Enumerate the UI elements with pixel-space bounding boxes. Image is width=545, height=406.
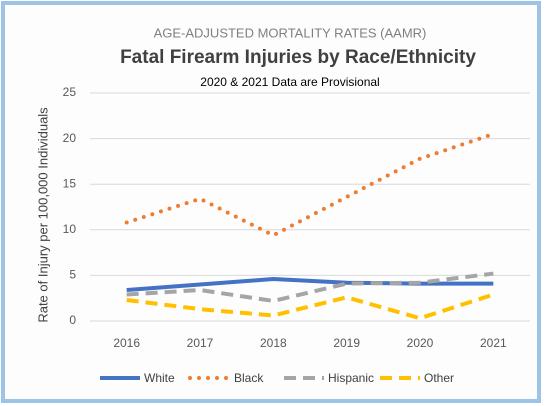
y-tick-label: 0	[69, 313, 76, 327]
x-tick-label: 2020	[407, 336, 434, 350]
y-tick-label: 10	[63, 222, 77, 236]
y-tick-label: 25	[63, 85, 77, 99]
x-tick-label: 2019	[333, 336, 360, 350]
y-tick-label: 15	[63, 176, 77, 190]
x-tick-label: 2017	[187, 336, 214, 350]
series-line	[124, 132, 496, 238]
legend-label: Black	[234, 371, 264, 385]
chart-title: Fatal Firearm Injuries by Race/Ethnicity	[120, 47, 476, 68]
series-line	[126, 271, 494, 303]
y-axis-label: Rate of Injury per 100,000 Individuals	[35, 107, 50, 323]
x-tick-label: 2021	[480, 336, 507, 350]
series-line	[126, 292, 494, 321]
x-tick-label: 2016	[113, 336, 140, 350]
legend-label: White	[144, 371, 175, 385]
chart-supertitle: AGE-ADJUSTED MORTALITY RATES (AAMR)	[154, 25, 427, 40]
legend-label: Other	[424, 371, 454, 385]
x-tick-label: 2018	[260, 336, 287, 350]
series-line	[126, 277, 494, 292]
y-tick-label: 5	[69, 268, 76, 282]
chart-subtitle: 2020 & 2021 Data are Provisional	[200, 75, 379, 89]
legend-label: Hispanic	[328, 371, 374, 385]
y-tick-label: 20	[63, 131, 77, 145]
